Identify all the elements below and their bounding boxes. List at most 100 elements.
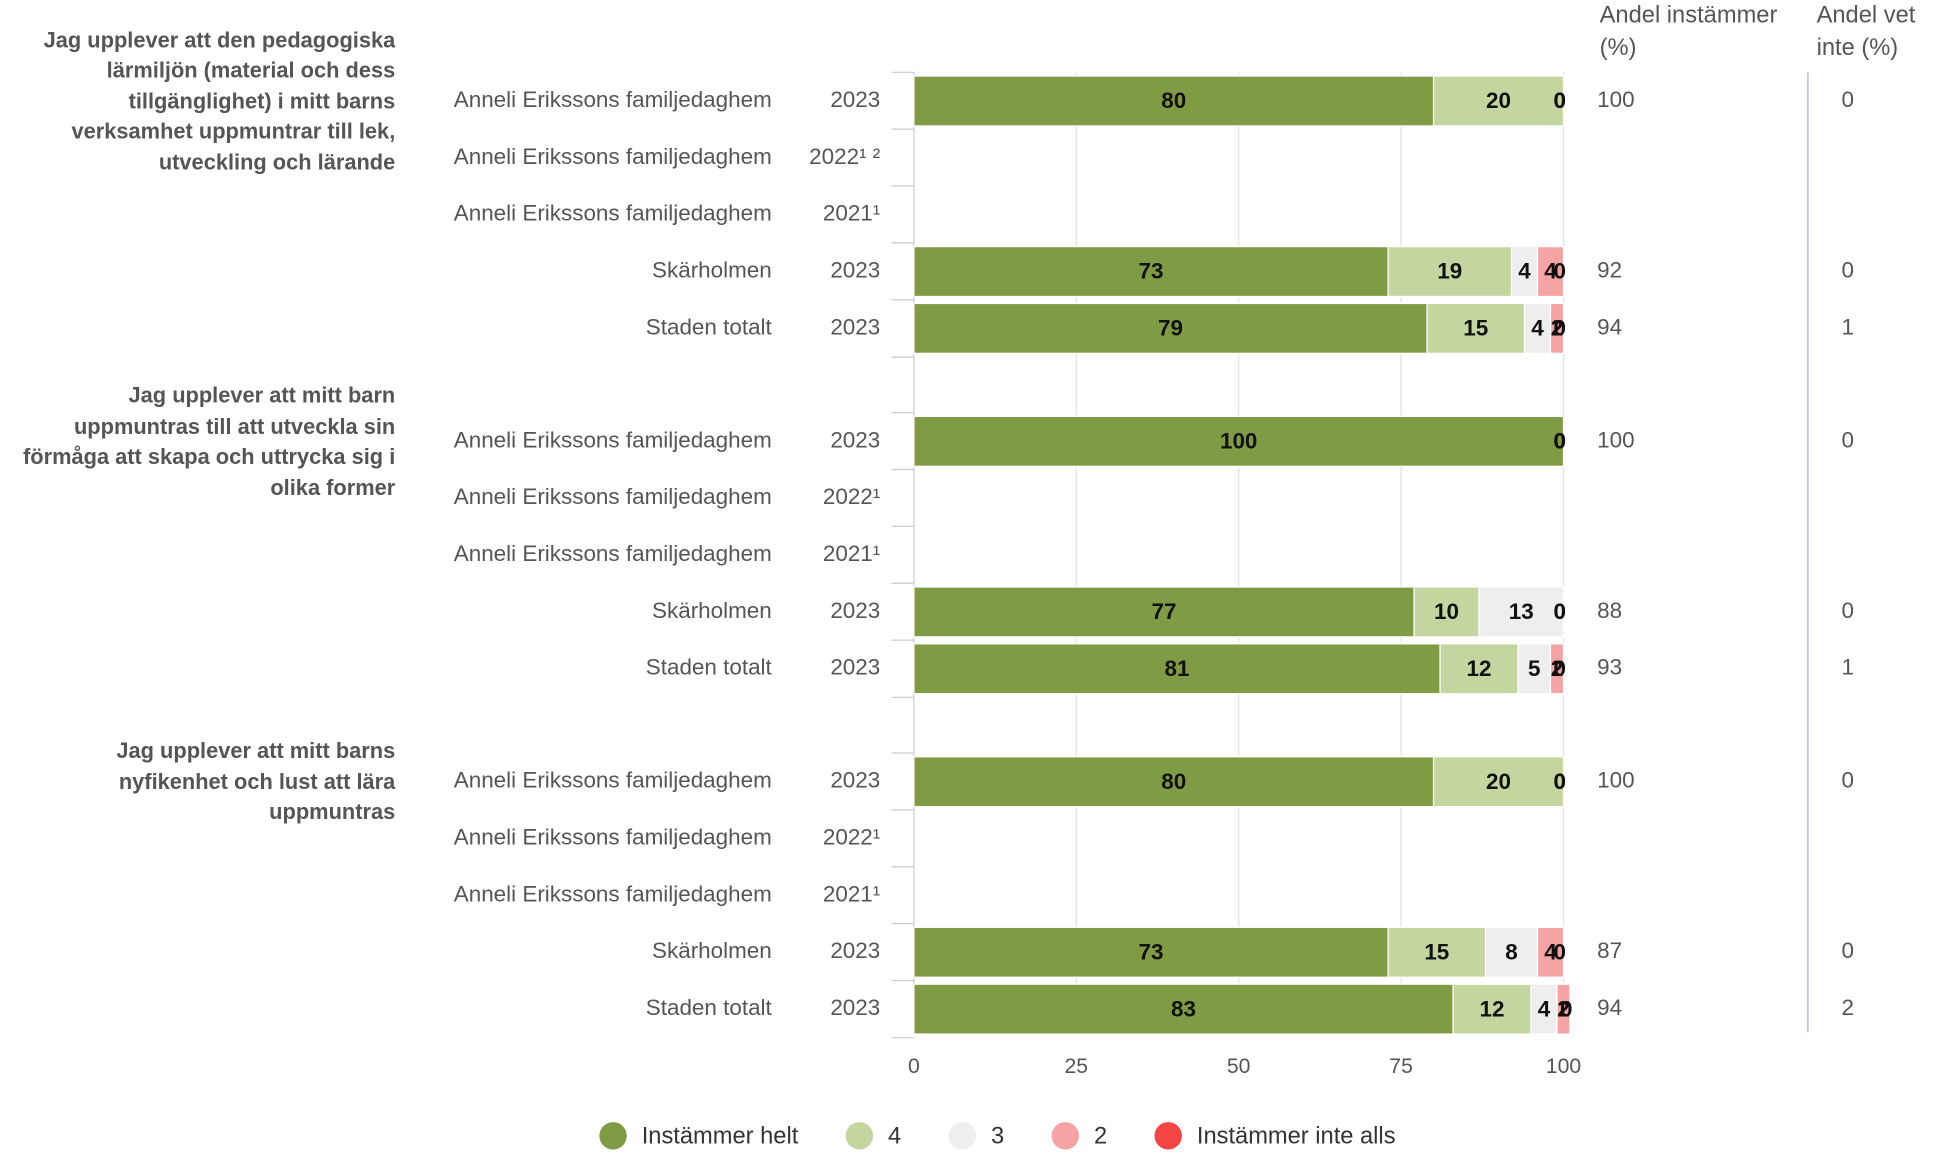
data-label: 80 (1161, 769, 1186, 794)
data-label: 0 (1553, 599, 1565, 624)
column-header-text: Andel vet inte (%) (1816, 2, 1916, 62)
x-tick-label: 50 (1227, 1055, 1251, 1078)
category-label: Staden totalt (646, 655, 773, 680)
category-label: Anneli Erikssons familjedaghem (454, 824, 772, 849)
data-label: 12 (1467, 656, 1492, 681)
x-tick-label: 25 (1065, 1055, 1089, 1078)
data-label: 73 (1139, 259, 1164, 284)
category-label: Anneli Erikssons familjedaghem (454, 87, 772, 112)
data-label: 0 (1553, 429, 1565, 454)
data-label: 5 (1528, 656, 1540, 681)
bar-segment (913, 756, 1435, 808)
column-header: Andel instämmer (%) (1600, 2, 1778, 61)
bar-segment (1387, 245, 1513, 298)
column-value: 87 (1597, 938, 1622, 963)
data-label: 81 (1165, 656, 1190, 681)
data-label: 80 (1161, 88, 1186, 113)
data-label: 4 (1544, 939, 1557, 964)
data-label: 0 (1553, 88, 1565, 113)
bar-segment (1432, 75, 1565, 127)
data-label: 19 (1437, 259, 1462, 284)
year-label: 2022¹ (823, 484, 880, 509)
bar-segment (1478, 586, 1565, 638)
bar-segment (1439, 643, 1519, 695)
column-value: 94 (1597, 314, 1622, 339)
bar-segment (1413, 586, 1480, 638)
question-text: Jag upplever att mitt barns nyfikenhet o… (116, 738, 396, 825)
category-label: Anneli Erikssons familjedaghem (454, 427, 772, 452)
data-label: 0 (1553, 259, 1565, 284)
data-label: 0 (1553, 769, 1565, 794)
year-label: 2023 (830, 314, 880, 339)
data-label: 12 (1480, 996, 1505, 1021)
bar-segment (1549, 643, 1565, 695)
category-label: Anneli Erikssons familjedaghem (454, 541, 772, 566)
year-label: 2023 (830, 598, 880, 623)
legend-label: 2 (1094, 1123, 1107, 1149)
year-label: 2023 (830, 257, 880, 282)
column-value: 0 (1842, 427, 1854, 452)
bar-segment (1510, 245, 1539, 298)
data-label: 2 (1551, 316, 1563, 341)
data-label: 0 (1553, 88, 1565, 113)
column-value: 1 (1842, 655, 1854, 680)
question-text: Jag upplever att den pedagogiska lärmilj… (43, 27, 396, 175)
bar-segment (1452, 983, 1532, 1035)
category-label: Anneli Erikssons familjedaghem (454, 144, 772, 169)
bar-segment (913, 415, 1565, 467)
legend-marker (1051, 1122, 1079, 1150)
data-label: 4 (1544, 259, 1557, 284)
year-label: 2023 (830, 87, 880, 112)
bar-segment (913, 75, 1435, 127)
category-label: Anneli Erikssons familjedaghem (454, 881, 772, 906)
year-label: 2023 (830, 938, 880, 963)
legend-marker (599, 1122, 627, 1150)
column-value: 0 (1842, 257, 1854, 282)
column-value: 1 (1842, 314, 1854, 339)
legend-label: 3 (991, 1123, 1004, 1149)
bar-segment (1536, 245, 1565, 298)
data-label: 4 (1538, 996, 1551, 1021)
data-label: 10 (1434, 599, 1459, 624)
question: Jag upplever att den pedagogiska lärmilj… (43, 27, 396, 175)
data-label: 0 (1553, 429, 1565, 454)
column-value: 88 (1597, 598, 1622, 623)
year-label: 2023 (830, 768, 880, 793)
data-label: 0 (1553, 599, 1565, 624)
x-tick-label: 75 (1389, 1055, 1413, 1078)
data-label: 0 (1553, 88, 1565, 113)
column-value: 0 (1842, 768, 1854, 793)
column-value: 100 (1597, 427, 1634, 452)
legend-label: Instämmer helt (642, 1123, 799, 1149)
column-value: 2 (1842, 995, 1854, 1020)
category-label: Staden totalt (646, 995, 773, 1020)
bar-segment (913, 302, 1428, 354)
year-label: 2023 (830, 655, 880, 680)
column-value: 100 (1597, 768, 1634, 793)
legend-marker (1154, 1122, 1182, 1150)
bar-segment (1484, 926, 1539, 978)
bar-segment (1426, 302, 1526, 354)
bar-segment (1523, 302, 1552, 354)
column-header: Andel vet inte (%) (1816, 2, 1916, 62)
data-label: 0 (1553, 656, 1565, 681)
year-label: 2021¹ (823, 541, 880, 566)
year-label: 2021¹ (823, 201, 880, 226)
year-label: 2021¹ (823, 881, 880, 906)
data-label: 0 (1553, 769, 1565, 794)
bar-segment (1387, 926, 1487, 978)
bar-segment (913, 643, 1441, 695)
data-label: 79 (1158, 316, 1183, 341)
bar-segment (1549, 302, 1565, 354)
data-label: 15 (1424, 939, 1449, 964)
data-label: 100 (1220, 429, 1257, 454)
legend-marker (845, 1122, 874, 1150)
data-label: 8 (1505, 939, 1517, 964)
column-value: 0 (1842, 87, 1854, 112)
data-label: 20 (1486, 88, 1511, 113)
data-label: 77 (1152, 599, 1177, 624)
category-label: Anneli Erikssons familjedaghem (454, 484, 772, 509)
data-label: 0 (1560, 996, 1572, 1021)
